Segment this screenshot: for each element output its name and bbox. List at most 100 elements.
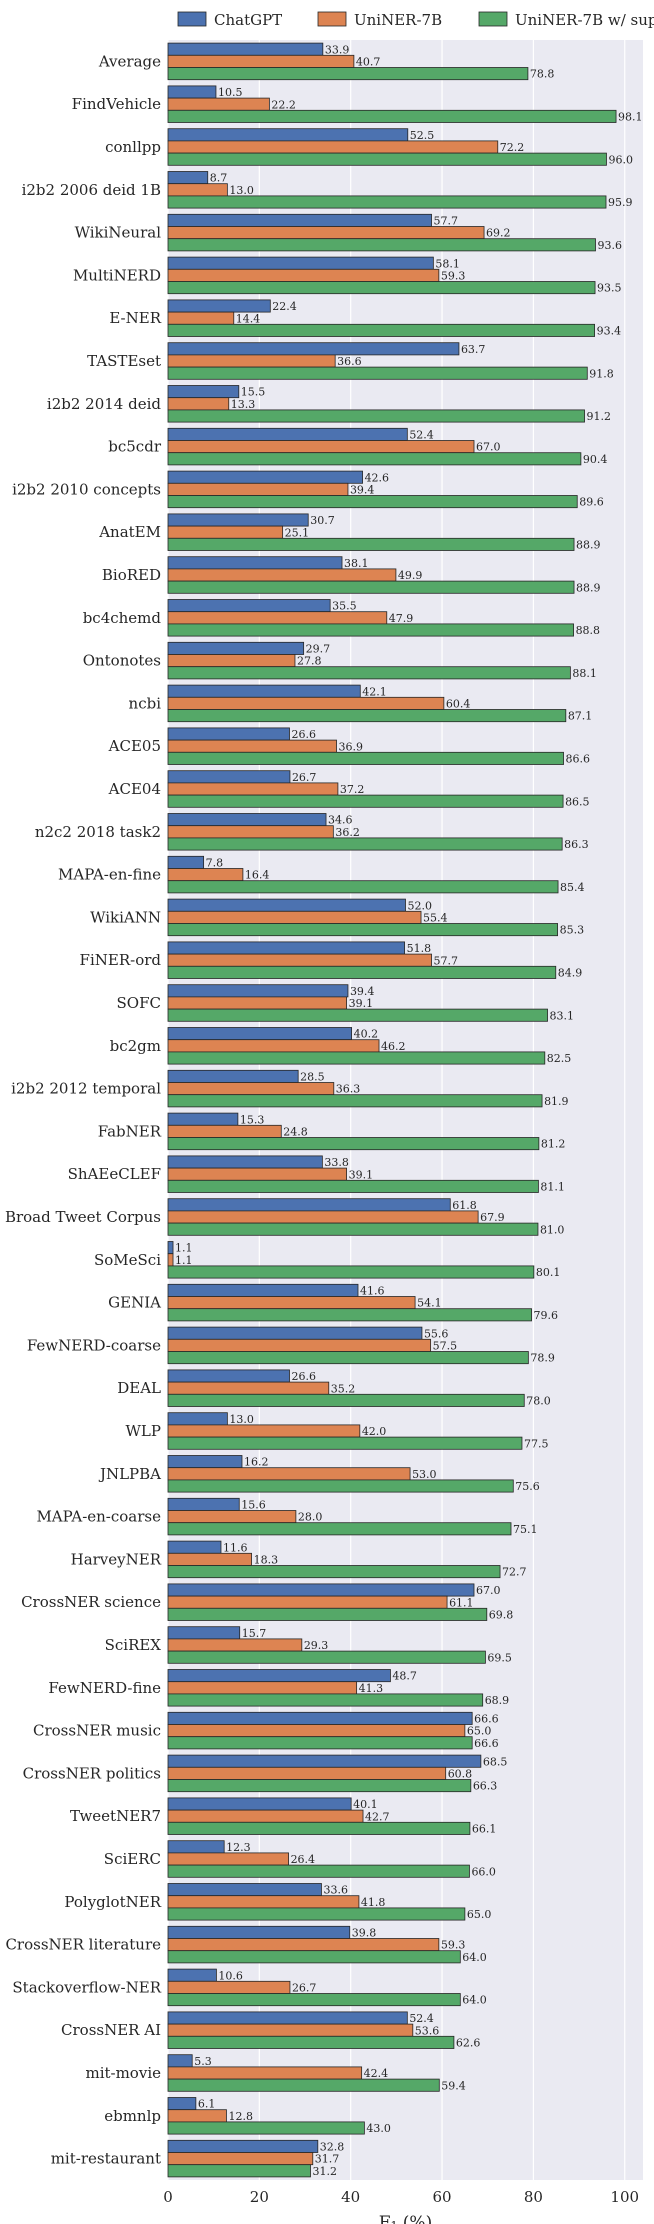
bar <box>167 311 235 325</box>
bar <box>167 739 337 753</box>
bar <box>167 1082 335 1096</box>
bar-value-label: 22.2 <box>271 98 296 111</box>
bar-value-label: 69.8 <box>489 1609 514 1622</box>
bar <box>167 1607 488 1621</box>
bar-value-label: 78.8 <box>530 68 555 81</box>
category-label: n2c2 2018 task2 <box>35 823 161 841</box>
bar-value-label: 85.4 <box>560 881 585 894</box>
bar <box>167 1027 353 1041</box>
bar <box>167 1626 241 1640</box>
bar <box>167 1895 360 1909</box>
bar <box>167 1693 484 1707</box>
bar <box>167 1424 361 1438</box>
bar <box>167 556 343 570</box>
bar <box>167 1852 289 1866</box>
bar-value-label: 65.0 <box>467 1725 492 1738</box>
category-label: JNLPBA <box>98 1465 161 1483</box>
bar-value-label: 42.7 <box>365 1810 390 1823</box>
bar <box>167 299 271 313</box>
bar-value-label: 42.1 <box>362 685 387 698</box>
bar-value-label: 66.6 <box>474 1713 499 1726</box>
bar-value-label: 89.6 <box>579 496 604 509</box>
bar <box>167 1552 252 1566</box>
bar <box>167 727 290 741</box>
bar-value-label: 29.3 <box>304 1639 329 1652</box>
category-label: bc2gm <box>110 1037 161 1055</box>
bar-value-label: 15.5 <box>241 386 266 399</box>
category-label: E-NER <box>109 309 161 327</box>
bar-value-label: 27.8 <box>297 655 322 668</box>
category-label: CrossNER literature <box>5 1936 161 1954</box>
bar-value-label: 85.3 <box>560 924 585 937</box>
bar-value-label: 81.1 <box>540 1181 565 1194</box>
bar <box>167 1980 291 1994</box>
bar-value-label: 31.2 <box>313 2165 338 2178</box>
value-labels: 33.940.778.810.522.298.152.572.296.08.71… <box>175 43 643 2178</box>
bar-value-label: 29.7 <box>306 643 331 656</box>
bar-value-label: 88.9 <box>576 581 601 594</box>
bar <box>167 794 564 808</box>
bar <box>167 1968 217 1982</box>
bar-value-label: 98.1 <box>618 111 643 124</box>
bar <box>167 1650 486 1664</box>
category-label: Ontonotes <box>83 652 161 670</box>
bar <box>167 1296 416 1310</box>
bar-value-label: 18.3 <box>254 1554 279 1567</box>
bar-value-label: 12.8 <box>228 2110 253 2123</box>
bar <box>167 1711 473 1725</box>
bar <box>167 941 405 955</box>
bar <box>167 2054 193 2068</box>
bar-value-label: 32.8 <box>320 2141 345 2154</box>
bar <box>167 1583 475 1597</box>
bar-value-label: 13.0 <box>229 1413 254 1426</box>
category-label: Broad Tweet Corpus <box>5 1208 161 1226</box>
x-axis-title: F₁ (%) <box>379 2213 432 2224</box>
bar-value-label: 57.5 <box>433 1340 458 1353</box>
bar-value-label: 15.3 <box>240 1113 265 1126</box>
bar-value-label: 83.1 <box>550 1009 575 1022</box>
bar-value-label: 12.3 <box>226 1841 251 1854</box>
bar <box>167 256 434 270</box>
bar <box>167 1393 525 1407</box>
bar-value-label: 53.0 <box>412 1468 437 1481</box>
bar-value-label: 1.1 <box>175 1254 193 1267</box>
bar <box>167 323 595 337</box>
bar <box>167 1907 466 1921</box>
bar-value-label: 72.7 <box>502 1566 527 1579</box>
bar-value-label: 31.7 <box>315 2153 340 2166</box>
bar <box>167 213 432 227</box>
bar <box>167 1565 501 1579</box>
bar-value-label: 69.5 <box>487 1651 512 1664</box>
bar <box>167 2139 319 2153</box>
bar-value-label: 95.9 <box>608 196 633 209</box>
category-label: mit-movie <box>85 2064 161 2082</box>
bar <box>167 880 559 894</box>
legend-swatch <box>478 11 508 27</box>
bar-value-label: 46.2 <box>381 1040 406 1053</box>
bar <box>167 984 349 998</box>
bar <box>167 1779 472 1793</box>
bar-value-label: 26.7 <box>292 771 317 784</box>
bar-value-label: 24.8 <box>283 1126 308 1139</box>
bar-value-label: 39.4 <box>350 985 375 998</box>
bar <box>167 696 445 710</box>
bar-value-label: 59.3 <box>441 270 466 283</box>
category-label: MultiNERD <box>73 266 161 284</box>
bar-value-label: 36.3 <box>336 1083 361 1096</box>
bar-value-label: 26.6 <box>291 728 316 741</box>
bar-value-label: 26.4 <box>291 1853 316 1866</box>
bar-value-label: 5.3 <box>194 2055 212 2068</box>
bar-value-label: 15.6 <box>241 1499 266 1512</box>
bar-value-label: 86.6 <box>566 753 591 766</box>
bar <box>167 537 575 551</box>
bar <box>167 1455 243 1469</box>
legend-label: UniNER-7B <box>354 11 442 29</box>
bar-value-label: 30.7 <box>310 514 335 527</box>
bar <box>167 1222 539 1236</box>
bar-value-label: 11.6 <box>223 1541 248 1554</box>
category-label: CrossNER music <box>33 1722 161 1740</box>
bar <box>167 855 205 869</box>
bar <box>167 1797 352 1811</box>
bar <box>167 611 388 625</box>
bar-value-label: 57.7 <box>434 954 459 967</box>
